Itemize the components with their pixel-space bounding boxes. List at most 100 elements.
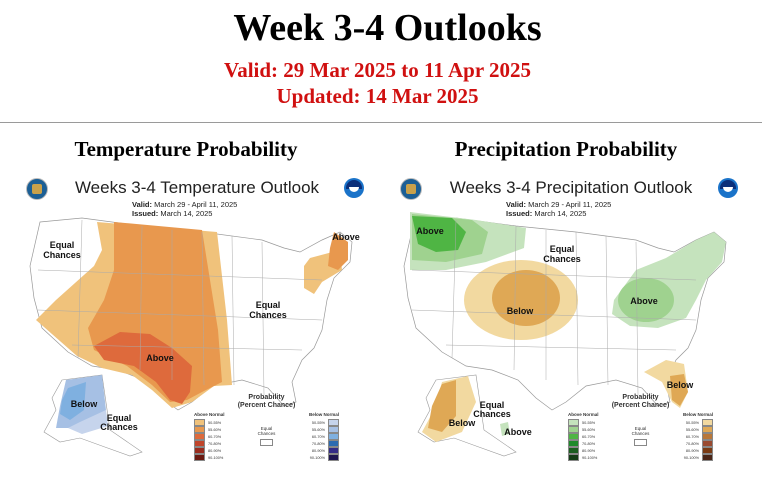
legend-swatch — [328, 426, 339, 433]
legend-row: 50-55% — [194, 419, 248, 426]
legend-row: 90-100% — [285, 454, 339, 461]
legend-row: 60-70% — [659, 433, 713, 440]
precipitation-section-title: Precipitation Probability — [454, 137, 678, 161]
legend-range: 55-60% — [685, 427, 699, 432]
legend-range: 80-90% — [311, 448, 325, 453]
ec-label-2: Chances — [631, 431, 650, 436]
legend-swatch — [328, 447, 339, 454]
legend-range: 50-55% — [582, 420, 596, 425]
divider — [0, 122, 762, 123]
legend-row: 80-90% — [568, 447, 622, 454]
legend-swatch — [260, 439, 273, 446]
legend-subtitle: (Percent Chance) — [611, 402, 670, 409]
legend-swatch — [328, 419, 339, 426]
legend-row: 50-55% — [285, 419, 339, 426]
precip-center-ec-label-2: Chances — [543, 254, 581, 264]
legend-above-column: Above Normal 50-55% 55-60% 60-70% 70-80%… — [194, 412, 248, 461]
legend-row: 60-70% — [194, 433, 248, 440]
legend-swatch — [702, 447, 713, 454]
legend-range: 60-70% — [685, 434, 699, 439]
issued-label: Issued: — [132, 209, 159, 218]
valid-value: March 29 - April 11, 2025 — [154, 200, 238, 209]
legend-swatch — [194, 433, 205, 440]
precip-alaska-ec-label-1: Equal — [480, 400, 505, 410]
valid-dates: Valid: 29 Mar 2025 to 11 Apr 2025 — [223, 58, 532, 82]
legend-row: 80-90% — [285, 447, 339, 454]
legend-row: 60-70% — [285, 433, 339, 440]
legend-range: 90-100% — [208, 455, 224, 460]
legend-row: 90-100% — [194, 454, 248, 461]
legend-below-column: Below Normal 50-55% 55-60% 60-70% 70-80%… — [659, 412, 713, 461]
precip-above-ohio-label: Above — [630, 296, 658, 306]
precipitation-map-title: Weeks 3-4 Precipitation Outlook — [449, 178, 693, 197]
legend-swatch — [634, 439, 647, 446]
temperature-legend: Probability (Percent Chance) Above Norma… — [194, 394, 339, 461]
precipitation-legend: Probability (Percent Chance) Above Norma… — [568, 394, 713, 461]
legend-equal-chances: Equal Chances — [253, 412, 281, 461]
legend-swatch — [702, 454, 713, 461]
legend-row: 90-100% — [659, 454, 713, 461]
legend-swatch — [328, 433, 339, 440]
legend-swatch — [568, 419, 579, 426]
legend-below-column: Below Normal 50-55% 55-60% 60-70% 70-80%… — [285, 412, 339, 461]
legend-row: 70-80% — [568, 440, 622, 447]
precipitation-map-meta: Valid: March 29 - April 11, 2025 Issued:… — [506, 200, 611, 218]
legend-title: Probability — [622, 394, 659, 401]
valid-label: Valid: — [132, 200, 153, 209]
legend-row: 70-80% — [659, 440, 713, 447]
legend-below-title: Below Normal — [308, 412, 339, 417]
precip-below-center-label: Below — [507, 306, 535, 316]
legend-swatch — [328, 454, 339, 461]
legend-range: 90-100% — [582, 455, 598, 460]
legend-range: 90-100% — [683, 455, 699, 460]
temp-east-ec-label-2: Chances — [249, 310, 287, 320]
precip-above-northwest-label: Above — [416, 226, 444, 236]
temperature-map-graphic: Equal Chances Equal Chances Above Above … — [29, 217, 360, 457]
legend-row: 50-55% — [659, 419, 713, 426]
precip-alaska-ec-label-2: Chances — [473, 409, 511, 419]
legend-range: 50-55% — [208, 420, 222, 425]
precip-center-ec-label-1: Equal — [550, 244, 575, 254]
precip-below-florida-label: Below — [667, 380, 695, 390]
valid-label: Valid: — [506, 200, 527, 209]
legend-swatch — [702, 440, 713, 447]
temp-alaska-ec-label-1: Equal — [107, 413, 132, 423]
legend-range: 70-80% — [311, 441, 325, 446]
legend-range: 70-80% — [685, 441, 699, 446]
legend-range: 55-60% — [208, 427, 222, 432]
legend-swatch — [194, 447, 205, 454]
temp-above-south-label: Above — [146, 353, 174, 363]
legend-range: 80-90% — [208, 448, 222, 453]
legend-above-column: Above Normal 50-55% 55-60% 60-70% 70-80%… — [568, 412, 622, 461]
legend-above-title: Above Normal — [568, 412, 599, 417]
issued-label: Issued: — [506, 209, 533, 218]
legend-swatch — [702, 433, 713, 440]
legend-range: 70-80% — [208, 441, 222, 446]
legend-swatch — [568, 426, 579, 433]
legend-swatch — [328, 440, 339, 447]
issued-value: March 14, 2025 — [534, 209, 587, 218]
legend-swatch — [194, 440, 205, 447]
temperature-outlook-map[interactable]: Equal Chances Equal Chances Above Above … — [22, 170, 372, 490]
legend-row: 55-60% — [285, 426, 339, 433]
legend-equal-chances: Equal Chances — [627, 412, 655, 461]
page-title: Week 3-4 Outlooks — [233, 7, 542, 49]
commerce-seal-icon — [400, 178, 422, 200]
valid-value: March 29 - April 11, 2025 — [528, 200, 612, 209]
precip-alaska-above-label: Above — [504, 427, 532, 437]
legend-row: 50-55% — [568, 419, 622, 426]
legend-swatch — [702, 426, 713, 433]
legend-row: 55-60% — [659, 426, 713, 433]
temp-above-northeast-label: Above — [332, 232, 360, 242]
legend-range: 80-90% — [582, 448, 596, 453]
legend-swatch — [568, 447, 579, 454]
legend-row: 70-80% — [194, 440, 248, 447]
precipitation-outlook-map[interactable]: Above Equal Chances Below Above Below Be… — [396, 170, 746, 490]
legend-row: 55-60% — [568, 426, 622, 433]
legend-range: 70-80% — [582, 441, 596, 446]
legend-swatch — [568, 454, 579, 461]
commerce-seal-icon — [26, 178, 48, 200]
legend-above-title: Above Normal — [194, 412, 225, 417]
legend-range: 60-70% — [311, 434, 325, 439]
ec-label-1: Equal — [634, 426, 647, 431]
